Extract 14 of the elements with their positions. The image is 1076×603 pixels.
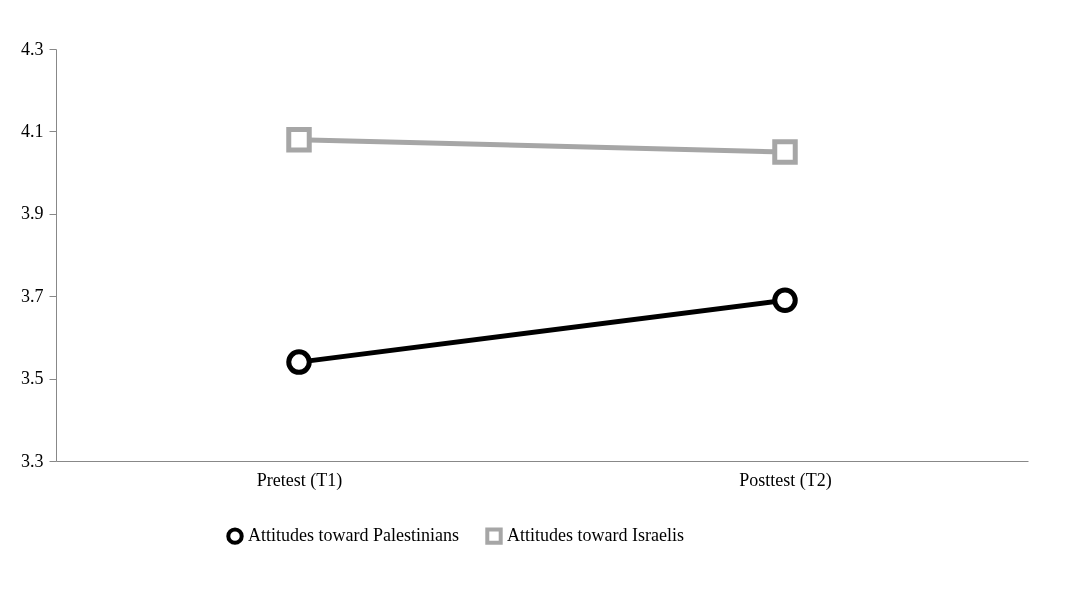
y-tick-label: 3.7 [21, 285, 44, 306]
legend-label: Attitudes toward Palestinians [248, 525, 459, 546]
x-tick-label: Posttest (T2) [739, 469, 832, 491]
y-tick-label: 3.5 [21, 368, 44, 389]
y-tick-label: 4.1 [21, 120, 44, 141]
point [772, 139, 798, 165]
point [286, 349, 312, 375]
x-tick-label: Pretest (T1) [256, 469, 343, 491]
point [286, 126, 312, 153]
point [772, 287, 798, 314]
y-tick-label: 3.9 [21, 203, 44, 224]
y-tick-label: 4.3 [21, 38, 44, 59]
legend-label: Attitudes toward Israelis [507, 525, 684, 546]
y-tick-label: 3.3 [21, 450, 44, 471]
